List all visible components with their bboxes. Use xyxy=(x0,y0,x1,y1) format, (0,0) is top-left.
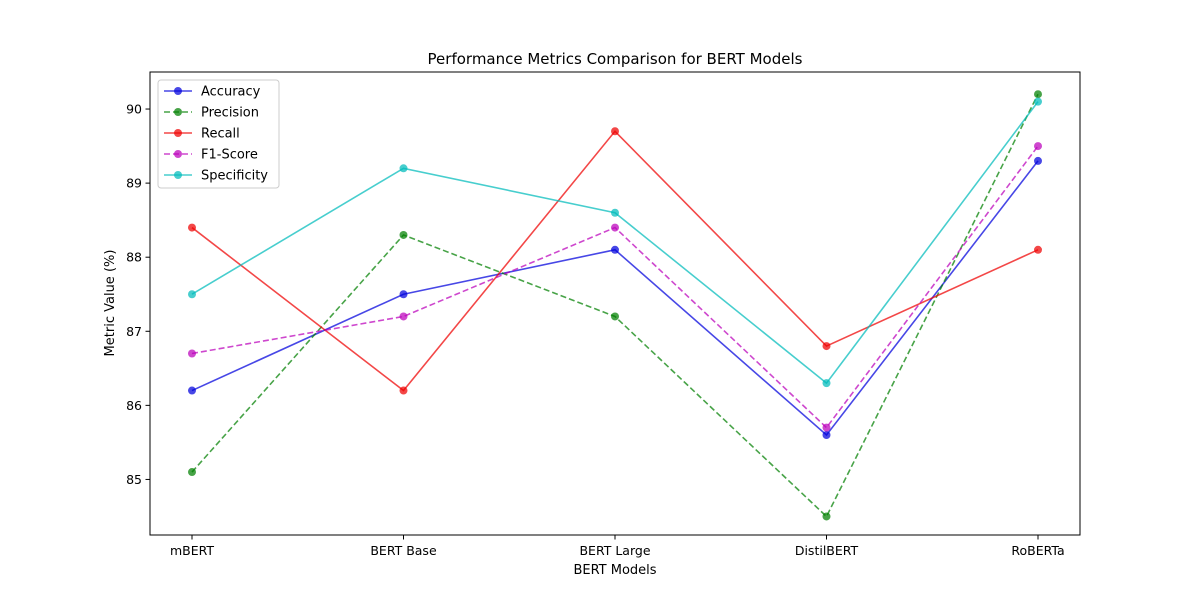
data-point-recall xyxy=(399,386,408,395)
legend-marker-specificity xyxy=(174,171,182,179)
data-point-accuracy xyxy=(399,290,408,299)
data-point-recall xyxy=(822,342,831,351)
legend-marker-precision xyxy=(174,108,182,116)
legend-label-f1-score: F1-Score xyxy=(201,148,258,163)
data-point-precision xyxy=(822,512,831,521)
legend-marker-accuracy xyxy=(174,87,182,95)
x-tick-label: RoBERTa xyxy=(1011,543,1064,558)
data-point-precision xyxy=(399,230,408,239)
data-point-accuracy xyxy=(188,386,196,395)
data-point-specificity xyxy=(822,379,831,388)
legend-marker-recall xyxy=(174,129,182,137)
data-point-specificity xyxy=(611,208,619,217)
y-tick-label: 85 xyxy=(126,472,142,487)
data-point-f1-score xyxy=(611,223,619,232)
x-tick-label: mBERT xyxy=(170,543,214,558)
y-axis-label: Metric Value (%) xyxy=(103,250,118,357)
y-tick-label: 89 xyxy=(126,176,142,191)
data-point-recall xyxy=(611,127,619,136)
legend-label-precision: Precision xyxy=(201,106,259,121)
data-point-f1-score xyxy=(1034,142,1042,151)
legend-label-accuracy: Accuracy xyxy=(201,85,261,100)
data-point-f1-score xyxy=(822,423,831,432)
data-point-recall xyxy=(188,223,196,232)
plot-frame xyxy=(149,71,1081,536)
legend: Accuracy Precision Recall F1-Score Specifici… xyxy=(157,79,280,189)
legend-label-specificity: Specificity xyxy=(201,169,268,184)
legend-marker-f1-score xyxy=(174,150,182,158)
data-point-f1-score xyxy=(399,312,408,321)
data-point-accuracy xyxy=(1034,156,1042,165)
data-point-f1-score xyxy=(188,349,196,358)
data-point-specificity xyxy=(1034,97,1042,106)
data-point-precision xyxy=(188,468,196,477)
legend-box xyxy=(157,79,280,189)
data-point-recall xyxy=(1034,245,1042,254)
data-point-precision xyxy=(1034,90,1042,99)
data-point-specificity xyxy=(399,164,408,173)
x-tick-label: BERT Base xyxy=(370,543,437,558)
x-tick-label: BERT Large xyxy=(579,543,650,558)
y-tick-label: 88 xyxy=(126,250,142,265)
plot-area: mBERT BERT Base BERT Large DistilBERT RoBERT… xyxy=(126,90,1065,558)
data-point-accuracy xyxy=(611,245,619,254)
x-tick-label: DistilBERT xyxy=(795,543,859,558)
data-point-accuracy xyxy=(822,430,831,439)
x-axis-label: BERT Models xyxy=(573,563,656,578)
y-tick-label: 87 xyxy=(126,324,142,339)
legend-label-recall: Recall xyxy=(201,127,240,142)
y-tick-label: 86 xyxy=(126,398,142,413)
data-point-precision xyxy=(611,312,619,321)
chart-title: Performance Metrics Comparison for BERT … xyxy=(428,50,803,68)
y-tick-label: 90 xyxy=(126,102,142,117)
data-point-specificity xyxy=(188,290,196,299)
